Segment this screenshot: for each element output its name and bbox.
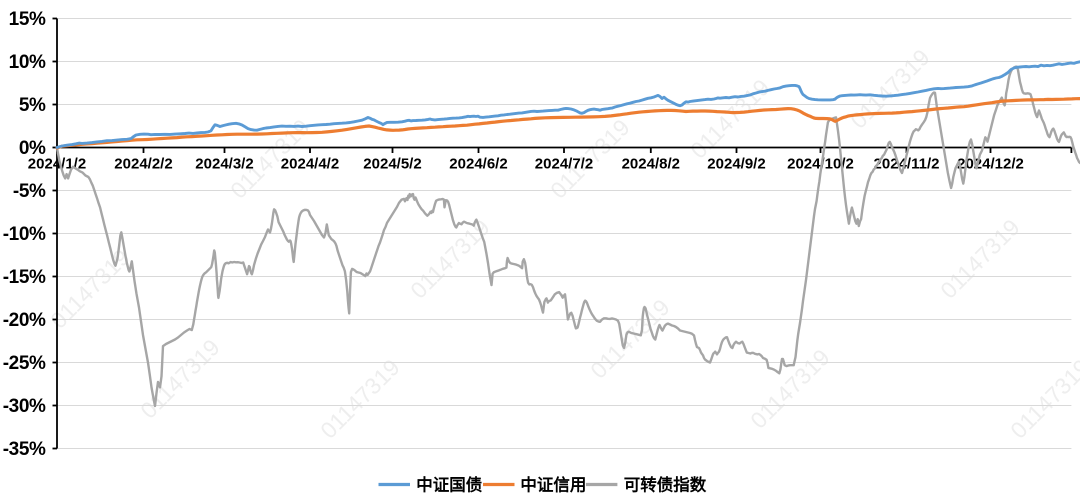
- svg-text:-15%: -15%: [3, 267, 46, 288]
- svg-text:中证国债: 中证国债: [416, 475, 483, 495]
- svg-text:2024/3/2: 2024/3/2: [195, 156, 253, 173]
- svg-text:2024/4/2: 2024/4/2: [281, 156, 339, 173]
- svg-text:10%: 10%: [9, 52, 46, 73]
- svg-text:-35%: -35%: [3, 439, 46, 460]
- svg-text:中证信用: 中证信用: [520, 475, 586, 495]
- svg-text:2024/8/2: 2024/8/2: [622, 156, 680, 173]
- svg-text:5%: 5%: [19, 95, 46, 116]
- svg-text:2024/11/2: 2024/11/2: [874, 156, 940, 173]
- svg-text:可转债指数: 可转债指数: [624, 475, 707, 495]
- svg-text:-5%: -5%: [13, 181, 46, 202]
- svg-text:15%: 15%: [9, 9, 46, 30]
- svg-text:0%: 0%: [19, 138, 46, 159]
- svg-text:2024/6/2: 2024/6/2: [449, 156, 507, 173]
- svg-text:-10%: -10%: [3, 224, 46, 245]
- svg-text:-30%: -30%: [3, 396, 46, 417]
- svg-text:2024/9/2: 2024/9/2: [707, 156, 765, 173]
- svg-text:2024/7/2: 2024/7/2: [535, 156, 593, 173]
- svg-text:-25%: -25%: [3, 353, 46, 374]
- svg-text:-20%: -20%: [3, 310, 46, 331]
- svg-text:2024/2/2: 2024/2/2: [114, 156, 172, 173]
- svg-text:2024/10/2: 2024/10/2: [787, 156, 854, 173]
- svg-text:2024/5/2: 2024/5/2: [363, 156, 421, 173]
